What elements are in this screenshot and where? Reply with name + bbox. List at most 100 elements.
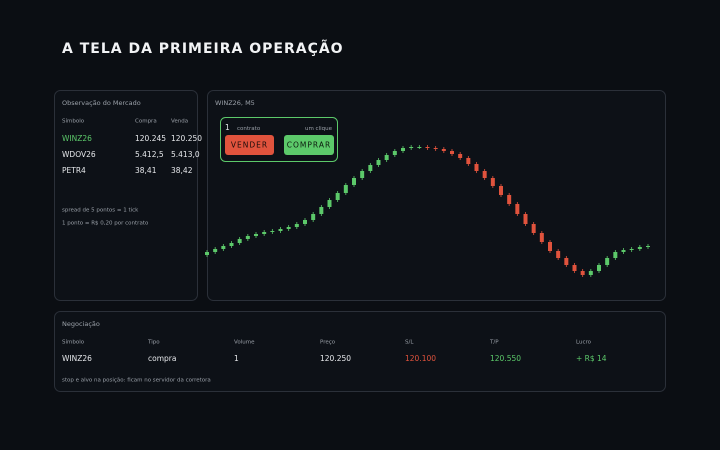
candle-body — [523, 214, 528, 224]
candle-body — [417, 147, 422, 148]
candle-body — [490, 178, 495, 186]
candle-body — [278, 229, 283, 231]
candle-body — [205, 252, 209, 255]
candle-body — [254, 234, 258, 236]
candle-body — [335, 193, 340, 200]
candle-body — [515, 204, 520, 214]
bid: 5.412,5 — [135, 150, 164, 159]
quantity-label: contrato — [237, 126, 261, 132]
candle-body — [294, 224, 299, 227]
candle-body — [458, 154, 463, 158]
candle-body — [352, 178, 356, 185]
column-header: T/P — [489, 340, 499, 346]
candle-body — [539, 233, 544, 242]
candle-body — [556, 251, 561, 258]
candle-body — [401, 148, 405, 151]
buy-button[interactable] — [284, 135, 334, 155]
column-header: Tipo — [147, 340, 160, 346]
candle-body — [507, 195, 512, 204]
mode: um clique — [305, 126, 333, 132]
candle-body — [482, 171, 487, 178]
note: stop e alvo na posição: ficam no servido… — [62, 378, 211, 384]
candle-body — [360, 171, 365, 178]
candle-body — [564, 258, 569, 265]
candle-body — [613, 252, 618, 258]
ask: 5.413,0 — [171, 150, 200, 159]
cell: 120.250 — [320, 354, 351, 363]
candle-body — [605, 258, 610, 265]
candle-body — [597, 265, 601, 271]
sell-label[interactable]: VENDER — [231, 141, 268, 150]
symbol[interactable]: WINZ26 — [62, 134, 92, 143]
candle-body — [213, 249, 218, 252]
candle-body — [384, 155, 389, 160]
bid: 120.245 — [135, 134, 166, 143]
candle-body — [572, 265, 577, 271]
column-header: Símbolo — [62, 339, 85, 346]
candle-body — [588, 271, 593, 275]
candle-body — [409, 147, 414, 148]
ask: 38,42 — [171, 166, 193, 175]
candle-body — [450, 151, 454, 154]
candle-body — [262, 232, 267, 234]
column-header: Lucro — [576, 340, 592, 346]
candle-body — [466, 158, 471, 164]
cell: 120.550 — [490, 354, 521, 363]
candle-body — [270, 231, 275, 232]
candle-body — [392, 151, 397, 155]
cell: 1 — [234, 354, 239, 363]
cell: + R$ 14 — [576, 354, 607, 363]
candle-body — [531, 224, 536, 233]
candle-body — [303, 220, 307, 224]
market-watch-panel — [54, 90, 198, 301]
ask: 120.250 — [171, 134, 202, 143]
column-header: Símbolo — [62, 118, 85, 125]
sell-button[interactable] — [225, 135, 274, 155]
candle-body — [221, 246, 226, 249]
candle-body — [229, 243, 234, 246]
candle-body — [368, 165, 373, 171]
panel-title: Observação do Mercado — [62, 99, 141, 107]
candle-body — [548, 242, 552, 251]
buy-label[interactable]: COMPRAR — [287, 141, 331, 150]
candle-body — [237, 239, 242, 243]
trades-panel — [54, 311, 666, 392]
candle-body — [621, 250, 626, 252]
candle-body — [580, 271, 585, 275]
column-header: Venda — [171, 119, 188, 125]
page-title: A TELA DA PRIMEIRA OPERAÇÃO — [62, 40, 344, 57]
candle-body — [629, 249, 634, 250]
cell: compra — [148, 354, 176, 363]
candle-body — [425, 147, 430, 148]
candle-body — [286, 227, 291, 229]
trade-table: Símbolo Tipo Volume Preço S/L T/P Lucro WINZ26 c… — [62, 339, 607, 364]
candle-body — [319, 207, 324, 214]
cell: 120.100 — [405, 354, 436, 363]
note: spread de 5 pontos = 1 tick — [62, 208, 139, 214]
symbol[interactable]: WDOV26 — [62, 150, 96, 159]
candle-body — [646, 246, 650, 247]
note: 1 ponto = R$ 0,20 por contrato — [62, 221, 149, 227]
bid: 38,41 — [135, 166, 157, 175]
candle-body — [441, 149, 446, 151]
chart-title: WINZ26, M5 — [215, 99, 255, 107]
column-header: Preço — [320, 340, 336, 346]
candle-body — [311, 214, 316, 220]
candle-body — [327, 200, 332, 207]
candle-body — [637, 247, 642, 249]
candle-body — [343, 185, 348, 193]
cell: WINZ26 — [62, 354, 92, 363]
column-header: Volume — [234, 340, 255, 346]
candle-body — [376, 160, 381, 165]
column-header: Compra — [135, 119, 157, 125]
candle-body — [499, 186, 503, 195]
symbol[interactable]: PETR4 — [62, 166, 86, 175]
candle-body — [474, 164, 479, 171]
panel-title: Negociação — [62, 320, 100, 328]
candle-body — [433, 148, 438, 149]
candles — [205, 145, 650, 277]
quantity[interactable]: 1 — [225, 123, 230, 132]
column-header: S/L — [405, 340, 414, 346]
candle-body — [245, 236, 250, 239]
